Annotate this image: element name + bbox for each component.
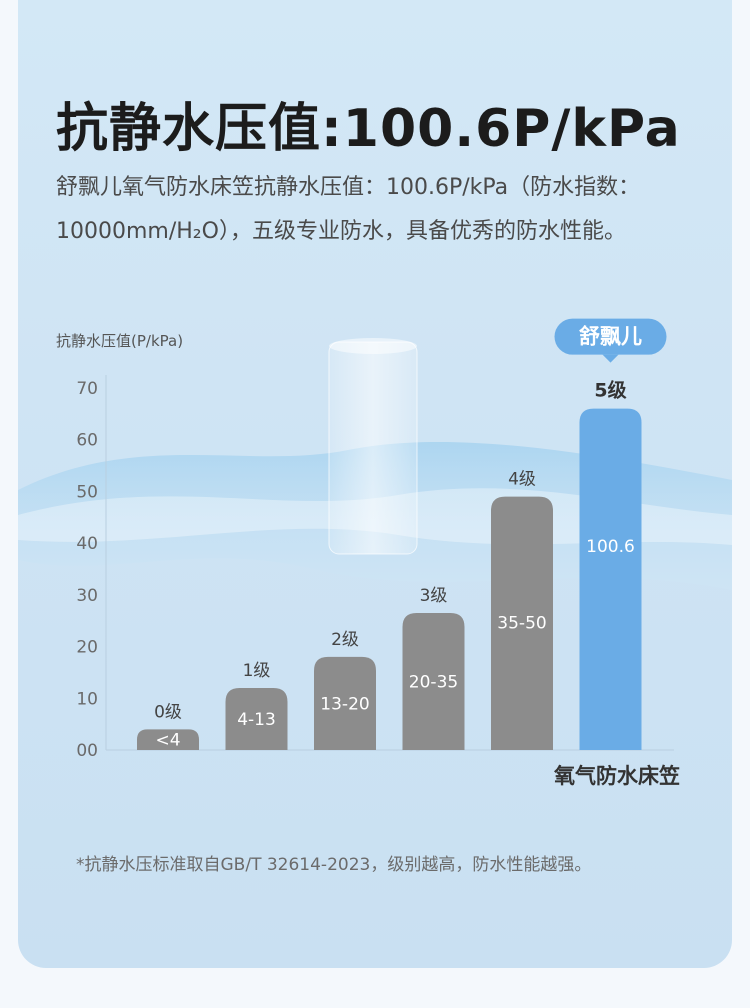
bar [314, 656, 376, 750]
product-card: 抗静水压值:100.6P/kPa 舒飘儿氧气防水床笠抗静水压值：100.6P/k… [18, 0, 732, 968]
y-tick-label: 60 [76, 431, 98, 451]
bar-range-label: 100.6 [586, 537, 635, 557]
bar-range-label: 4-13 [237, 710, 276, 730]
bar-level-label: 1级 [243, 661, 271, 681]
y-tick-label: 30 [76, 586, 98, 606]
water-glass-rim-icon [329, 338, 417, 354]
bar [137, 729, 199, 750]
bar [491, 496, 553, 750]
bar-range-label: <4 [155, 731, 180, 751]
y-tick-label: 70 [76, 379, 98, 399]
footnote: *抗静水压标准取自GB/T 32614-2023，级别越高，防水性能越强。 [76, 855, 592, 875]
bar-level-label: 5级 [594, 379, 626, 402]
brand-badge-label: 舒飘儿 [579, 325, 642, 349]
bar [225, 687, 288, 750]
y-axis-label: 抗静水压值(P/kPa) [56, 332, 183, 350]
y-tick-label: 40 [76, 534, 98, 554]
y-tick-label: 20 [76, 638, 98, 658]
bar-chart: 抗静水压值(P/kPa) 00 10 20 30 40 50 60 70 0级 <4 1级 4-13… [18, 318, 732, 788]
y-tick-label: 50 [76, 482, 98, 502]
bar-level-label: 4级 [508, 470, 536, 490]
water-glass-icon [328, 341, 418, 555]
brand-badge-pointer [602, 354, 619, 363]
headline: 抗静水压值:100.6P/kPa [56, 99, 681, 159]
bar-level-label: 0级 [154, 702, 182, 722]
y-tick-label: 10 [76, 689, 98, 709]
bar-level-label: 3级 [420, 586, 448, 606]
bar-range-label: 20-35 [409, 672, 458, 692]
x-axis-label: 氧气防水床笠 [554, 764, 680, 788]
brand-badge [554, 318, 667, 355]
bar-range-label: 35-50 [497, 614, 546, 634]
bar-range-label: 13-20 [320, 694, 369, 714]
bar [402, 612, 465, 750]
y-tick-label: 00 [76, 741, 98, 761]
bar [579, 408, 642, 750]
bar-level-label: 2级 [331, 630, 359, 650]
description: 舒飘儿氧气防水床笠抗静水压值：100.6P/kPa（防水指数：10000mm/H… [56, 175, 641, 244]
